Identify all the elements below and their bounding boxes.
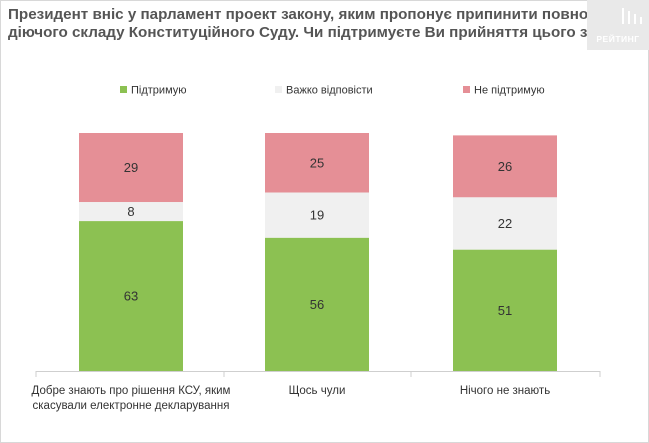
bar-2-value-2: 19 — [310, 208, 324, 223]
bar-1-value-1: 63 — [124, 289, 138, 304]
bar-1-value-3: 29 — [124, 160, 138, 175]
logo-text: РЕЙТИНГ — [596, 34, 640, 44]
rating-logo: РЕЙТИНГ — [587, 0, 649, 50]
legend-swatch-2 — [275, 86, 282, 93]
category-label-2-line-1: Щось чули — [289, 385, 346, 397]
bar-3-value-2: 22 — [498, 216, 512, 231]
bar-2-segment-2 — [265, 192, 369, 238]
legend-label-2: Важко відповісти — [286, 85, 373, 97]
bar-3-value-1: 51 — [498, 303, 512, 318]
bar-1-segment-3 — [79, 133, 183, 203]
bar-2-value-3: 25 — [310, 155, 324, 170]
bar-3-segment-1 — [453, 249, 557, 371]
chart-title-line-2: діючого складу Конституційного Суду. Чи … — [8, 24, 640, 41]
category-label-1-line-2: скасували електронне декларування — [33, 400, 230, 412]
legend-label-1: Підтримую — [131, 85, 187, 97]
legend-swatch-3 — [463, 86, 470, 93]
bar-2-segment-1 — [265, 237, 369, 371]
bar-1-segment-1 — [79, 221, 183, 371]
chart-title: Президент вніс у парламент проект закону… — [8, 6, 649, 42]
category-label-1-line-1: Добре знають про рішення КСУ, яким — [32, 385, 231, 397]
bar-1-segment-2 — [79, 202, 183, 222]
bar-3-segment-2 — [453, 197, 557, 250]
bar-3-segment-3 — [453, 135, 557, 198]
logo-lines-icon — [622, 8, 642, 24]
legend-swatch-1 — [120, 86, 127, 93]
category-label-3-line-1: Нічого не знають — [460, 385, 550, 397]
bar-3-value-3: 26 — [498, 159, 512, 174]
legend-label-3: Не підтримую — [474, 85, 545, 97]
bar-2-segment-3 — [265, 133, 369, 193]
bar-2-value-1: 56 — [310, 297, 324, 312]
bar-1-value-2: 8 — [127, 204, 134, 219]
chart-title-line-1: Президент вніс у парламент проект закону… — [8, 6, 649, 23]
